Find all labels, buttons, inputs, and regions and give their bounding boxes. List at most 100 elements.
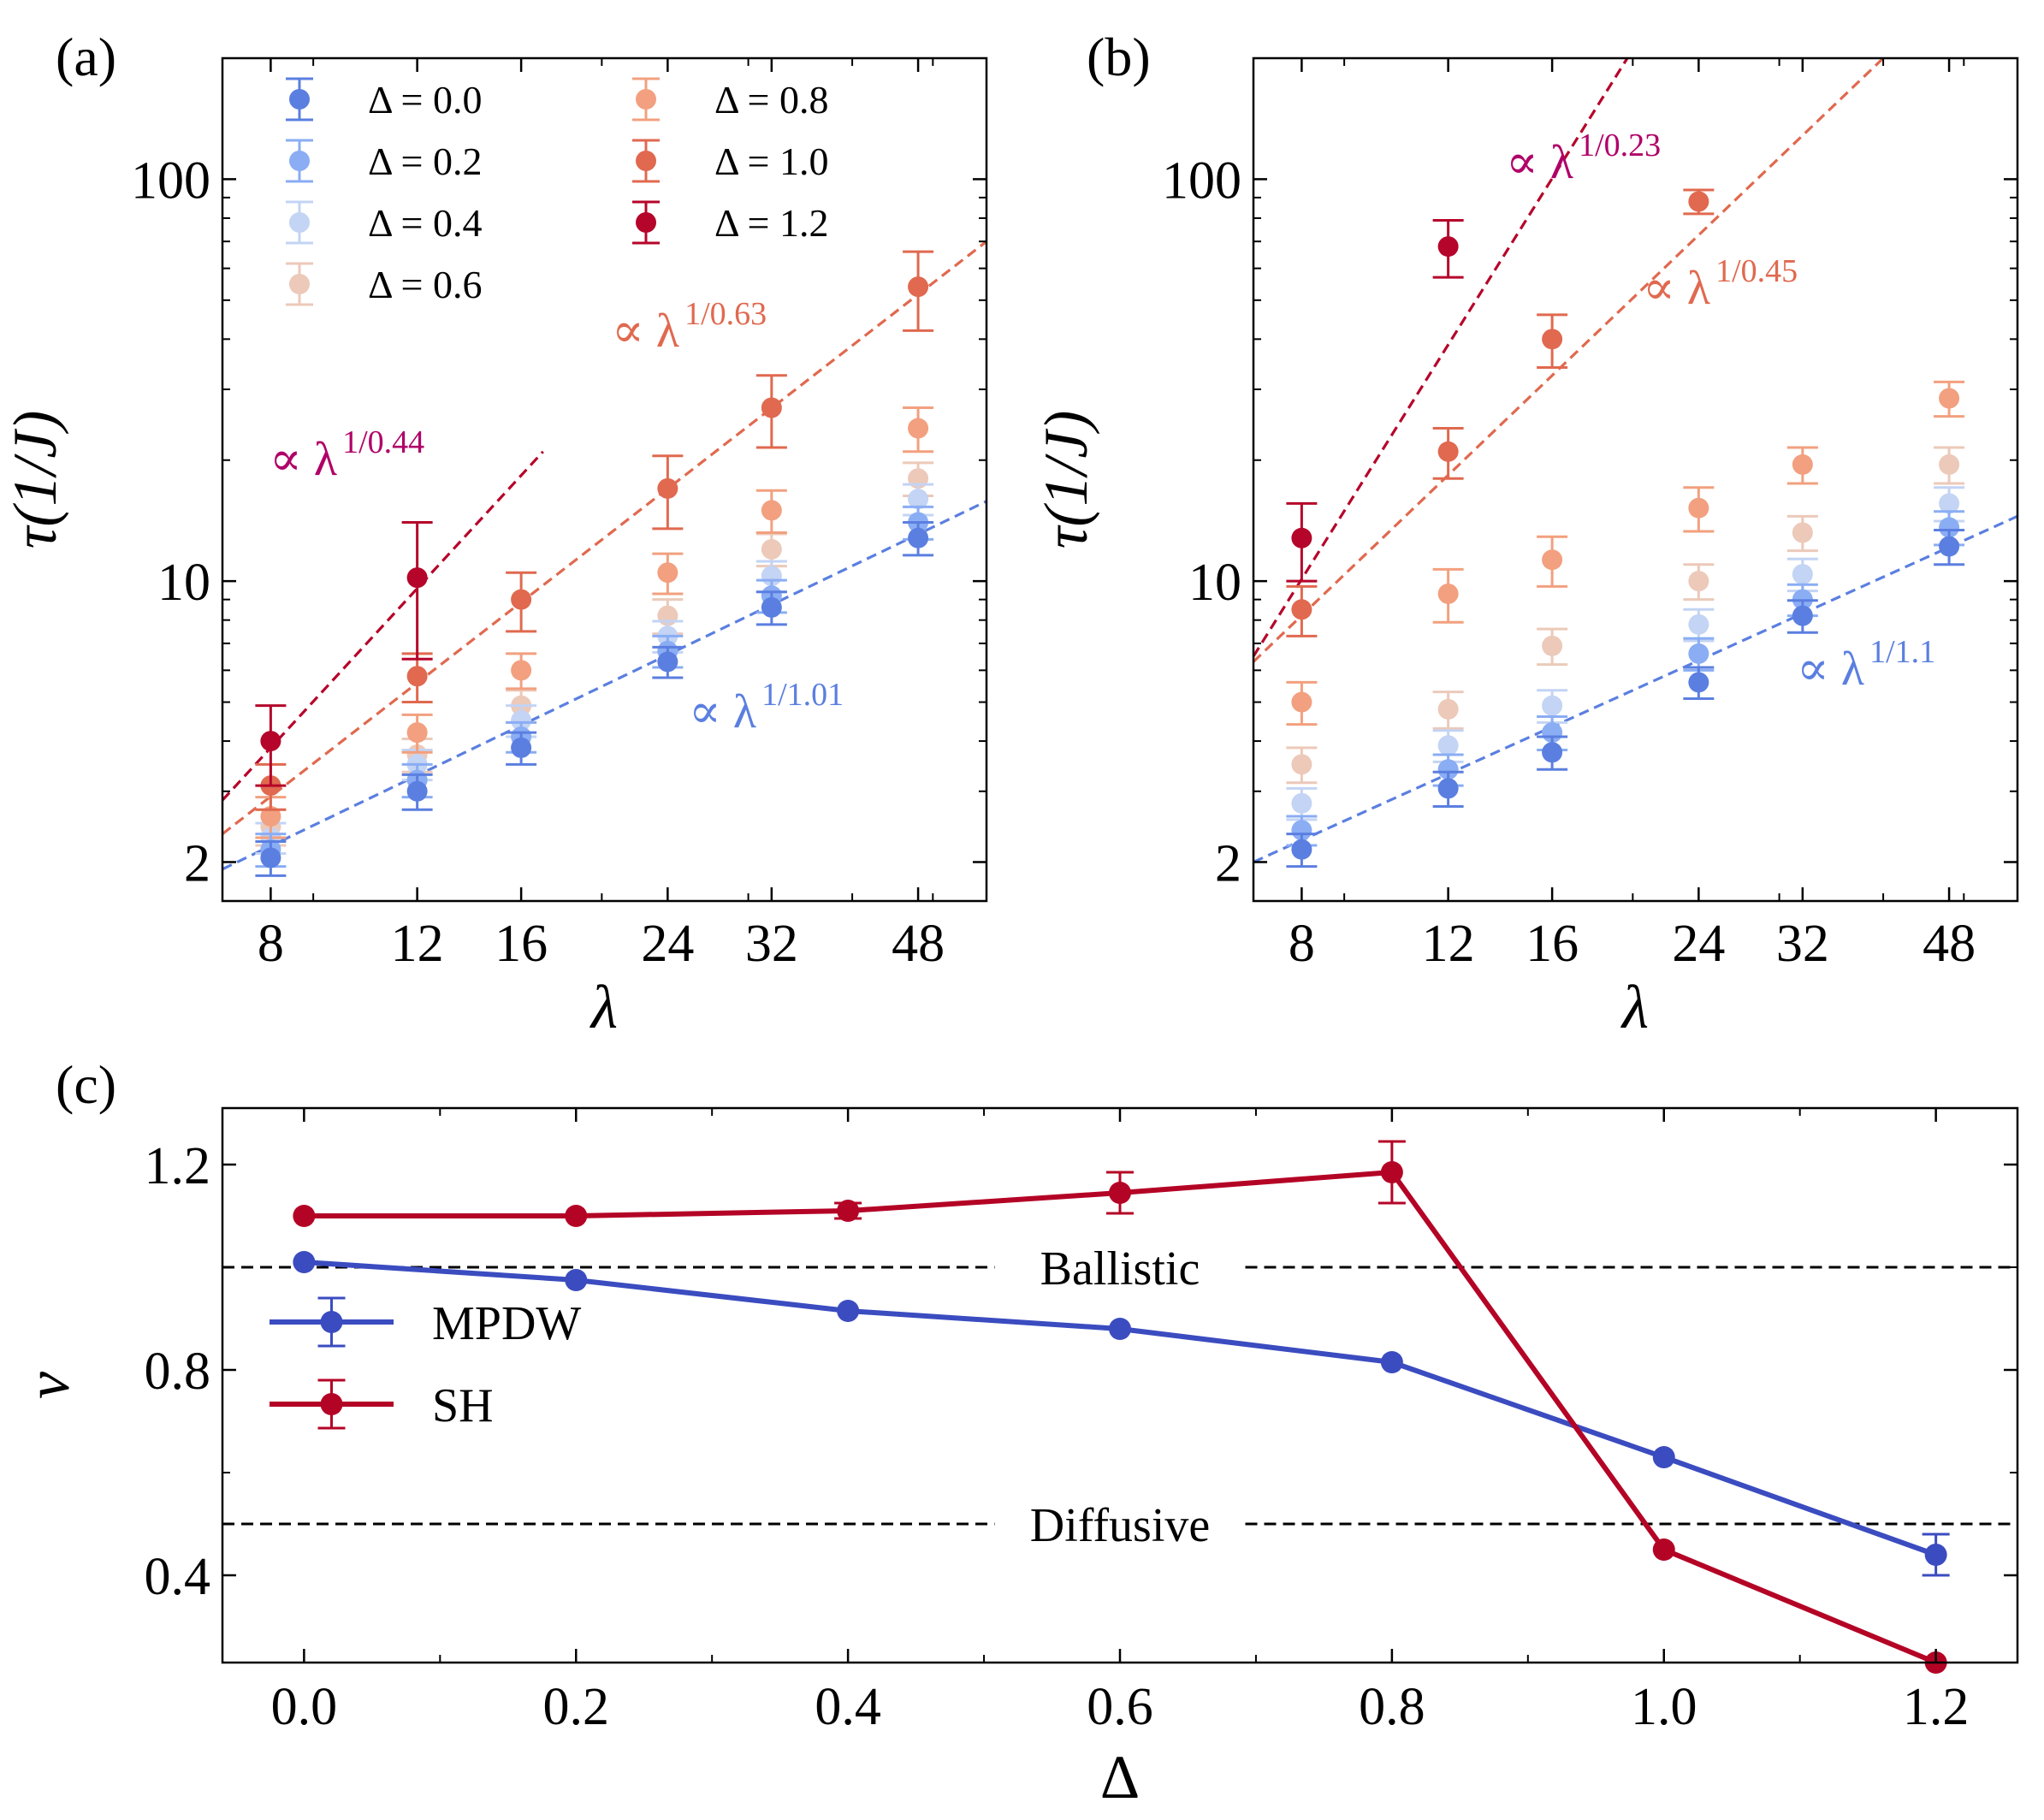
data-point [1109, 1182, 1131, 1204]
y-tick-label: 100 [131, 151, 210, 210]
x-tick-label: 8 [1289, 915, 1315, 973]
legend-marker [289, 151, 310, 171]
data-point [1291, 820, 1312, 841]
panel-tag-b: (b) [1087, 27, 1151, 87]
data-point [1291, 754, 1312, 775]
y-tick-label: 10 [157, 554, 210, 612]
x-tick-label: 0.0 [271, 1678, 338, 1736]
data-point [1688, 497, 1709, 519]
fit-annotation-a-2: ∝ λ 1/0.44 [270, 424, 424, 486]
fit-annotation-b-0: ∝ λ 1/1.1 [1797, 634, 1935, 696]
data-point [908, 489, 929, 510]
legend-c: MPDW SH [270, 1296, 581, 1432]
y-tick-label: 0.8 [145, 1343, 211, 1401]
data-point [761, 500, 782, 521]
x-tick-label: 32 [1776, 915, 1829, 973]
fit-line-a-1 [222, 240, 987, 835]
legend-label: Δ = 0.6 [368, 263, 483, 306]
x-tick-label: 0.2 [542, 1678, 609, 1736]
data-point [1380, 1161, 1403, 1183]
data-point [565, 1269, 588, 1291]
panel-tag-c: (c) [56, 1054, 116, 1115]
data-point [406, 780, 428, 802]
data-point [511, 589, 532, 610]
data-point [1380, 1351, 1403, 1373]
legend-label: Δ = 0.4 [368, 201, 483, 245]
x-tick-label: 12 [391, 915, 444, 973]
x-tick-label: 12 [1422, 915, 1475, 973]
data-point [1688, 191, 1709, 212]
data-point [1542, 695, 1563, 716]
x-tick-label: 48 [892, 915, 945, 973]
y-axis-label: ν [14, 1372, 82, 1399]
data-point [1924, 1544, 1947, 1566]
data-point [1291, 839, 1312, 860]
data-point [1652, 1446, 1675, 1468]
data-point [1542, 635, 1563, 656]
data-point [1939, 493, 1960, 514]
data-point [657, 651, 678, 673]
data-point [837, 1300, 860, 1322]
data-point [1437, 441, 1459, 462]
reference-label-ballistic: Ballistic [1040, 1242, 1200, 1295]
fit-annotation-b-1: ∝ λ 1/0.45 [1643, 253, 1798, 315]
data-point [1291, 599, 1312, 620]
y-tick-label: 100 [1162, 151, 1241, 210]
data-point [565, 1205, 588, 1227]
data-point [511, 710, 532, 732]
x-tick-label: 48 [1923, 915, 1976, 973]
data-point [511, 660, 532, 681]
data-point [1792, 564, 1813, 585]
legend-label: Δ = 1.2 [714, 201, 829, 245]
data-point [761, 397, 782, 418]
data-point [908, 527, 929, 548]
data-point [1437, 759, 1459, 780]
legend-label: Δ = 0.2 [368, 139, 483, 183]
y-tick-label: 2 [184, 834, 210, 892]
data-point [1792, 605, 1813, 626]
data-point [1688, 614, 1709, 635]
data-point [1652, 1538, 1675, 1561]
data-point [657, 477, 678, 499]
x-tick-label: 24 [1672, 915, 1725, 973]
x-axis-label: λ [1620, 973, 1649, 1041]
x-tick-label: 0.6 [1087, 1678, 1153, 1736]
data-point [406, 722, 428, 744]
legend-a: Δ = 0.0 Δ = 0.2 Δ = 0.4 Δ = 0.6 Δ = 0.8 Δ = 1… [286, 77, 829, 306]
x-tick-label: 8 [258, 915, 284, 973]
y-axis-label: τ(1/J) [1032, 411, 1100, 549]
data-point [1542, 329, 1563, 350]
y-tick-label: 1.2 [145, 1137, 211, 1195]
data-point [1688, 672, 1709, 693]
data-point [908, 418, 929, 439]
legend-marker [289, 212, 310, 233]
data-point [1939, 454, 1960, 475]
legend-marker [289, 274, 310, 294]
x-tick-label: 16 [495, 915, 548, 973]
plot-frame-a [221, 56, 988, 903]
data-point [511, 737, 532, 758]
data-point [1437, 236, 1459, 258]
x-tick-label: 16 [1526, 915, 1579, 973]
x-tick-label: 24 [641, 915, 694, 973]
x-tick-label: 32 [745, 915, 798, 973]
data-point [293, 1205, 316, 1227]
fit-annotation-a-0: ∝ λ 1/1.01 [689, 677, 844, 738]
data-point [657, 562, 678, 584]
legend-marker [320, 1311, 343, 1333]
x-axis-label: Δ [1100, 1743, 1140, 1811]
data-point [1688, 571, 1709, 592]
x-axis-label: λ [590, 973, 618, 1041]
legend-marker [636, 89, 656, 110]
fit-annotation-b-2: ∝ λ 1/0.23 [1506, 127, 1661, 189]
data-point [1291, 792, 1312, 814]
data-point [1939, 388, 1960, 409]
x-tick-label: 1.2 [1903, 1678, 1970, 1736]
legend-label: Δ = 0.8 [714, 78, 829, 122]
data-point [1792, 454, 1813, 475]
data-point [761, 596, 782, 618]
data-point [1792, 522, 1813, 543]
fit-annotation-a-1: ∝ λ 1/0.63 [612, 296, 767, 358]
